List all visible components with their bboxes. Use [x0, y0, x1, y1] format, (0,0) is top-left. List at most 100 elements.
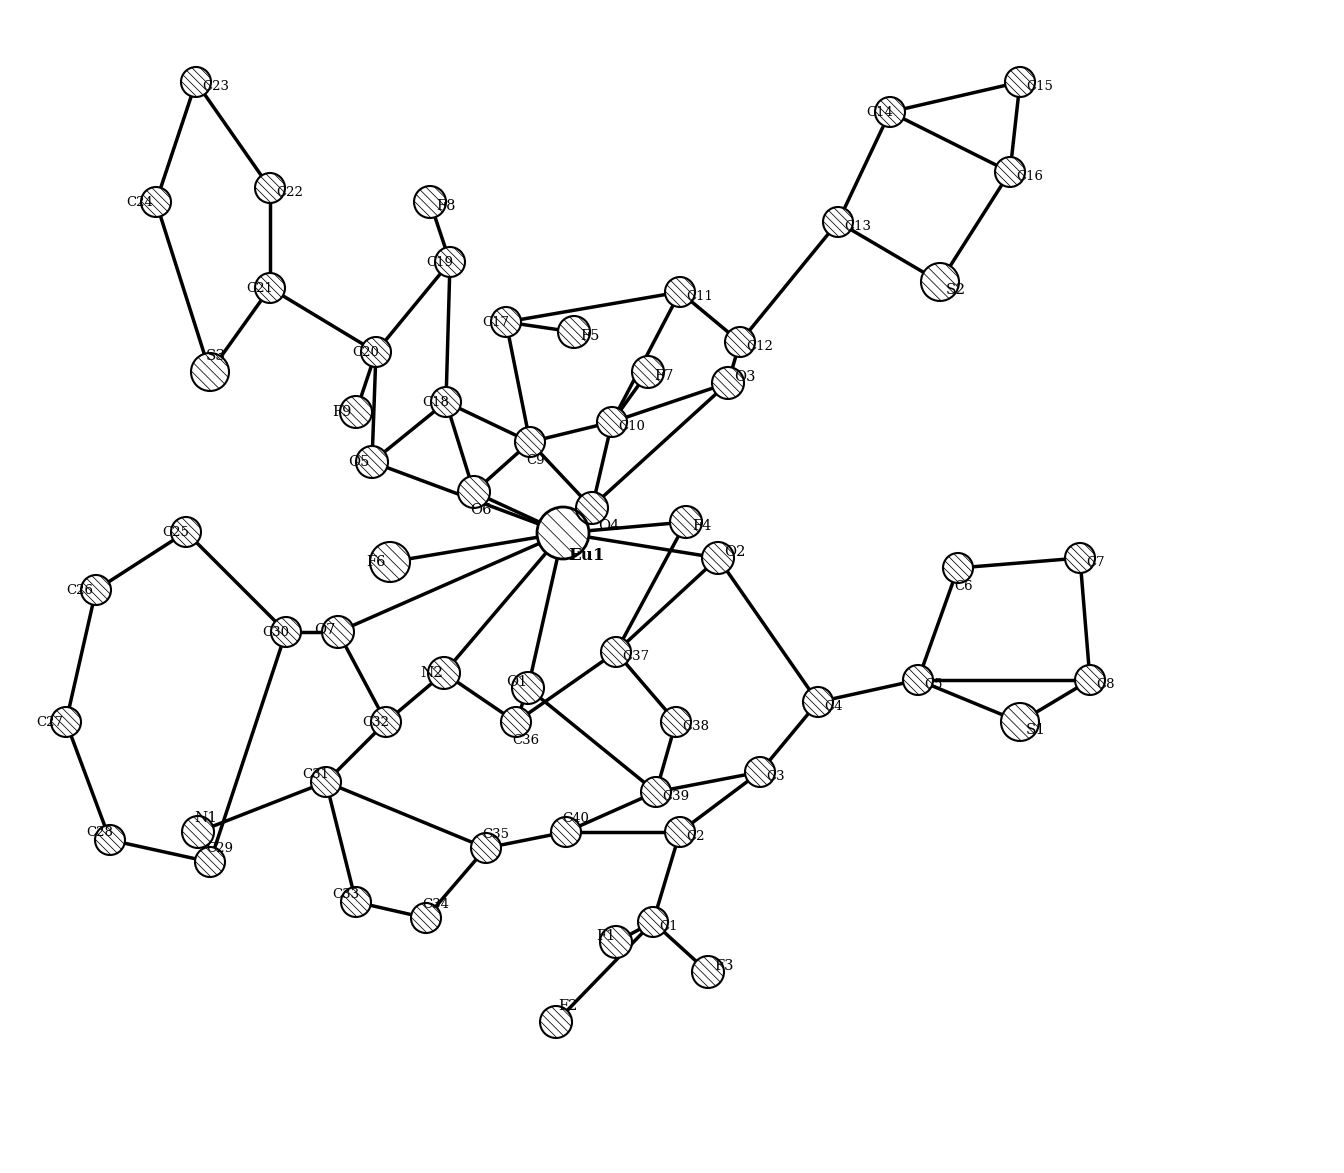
Text: F9: F9: [332, 405, 351, 419]
Text: C15: C15: [1025, 80, 1052, 93]
Circle shape: [414, 187, 446, 218]
Text: C12: C12: [746, 339, 773, 353]
Text: C9: C9: [526, 454, 544, 467]
Circle shape: [551, 818, 581, 847]
Circle shape: [641, 777, 671, 807]
Text: O1: O1: [505, 674, 527, 689]
Text: C7: C7: [1086, 556, 1105, 569]
Circle shape: [371, 707, 401, 737]
Circle shape: [310, 767, 341, 796]
Text: C35: C35: [482, 827, 509, 841]
Circle shape: [921, 263, 960, 301]
Circle shape: [512, 672, 544, 704]
Text: C25: C25: [163, 526, 190, 538]
Circle shape: [540, 1006, 573, 1038]
Circle shape: [141, 187, 171, 217]
Text: F5: F5: [581, 328, 599, 343]
Circle shape: [903, 665, 933, 694]
Circle shape: [597, 407, 628, 438]
Circle shape: [341, 887, 371, 917]
Circle shape: [632, 355, 664, 388]
Circle shape: [665, 818, 695, 847]
Circle shape: [340, 396, 372, 428]
Text: C3: C3: [766, 769, 785, 782]
Text: N1: N1: [194, 811, 216, 825]
Text: O6: O6: [470, 503, 492, 517]
Text: C28: C28: [86, 826, 113, 839]
Circle shape: [702, 542, 734, 574]
Circle shape: [255, 273, 285, 303]
Text: C1: C1: [659, 920, 677, 933]
Circle shape: [362, 337, 391, 367]
Text: Eu1: Eu1: [569, 547, 605, 563]
Circle shape: [1001, 703, 1039, 741]
Text: C22: C22: [276, 185, 302, 198]
Text: O4: O4: [598, 518, 620, 533]
Circle shape: [271, 617, 301, 647]
Circle shape: [712, 367, 745, 399]
Text: C20: C20: [352, 346, 379, 359]
Circle shape: [95, 825, 125, 855]
Circle shape: [802, 687, 833, 717]
Circle shape: [515, 427, 546, 457]
Circle shape: [191, 353, 228, 391]
Circle shape: [181, 816, 214, 848]
Text: C27: C27: [36, 716, 63, 728]
Text: C21: C21: [246, 282, 273, 294]
Circle shape: [181, 67, 211, 97]
Circle shape: [427, 657, 460, 689]
Text: F7: F7: [655, 369, 673, 384]
Circle shape: [724, 327, 755, 357]
Circle shape: [501, 707, 531, 737]
Text: F1: F1: [595, 929, 616, 943]
Text: C10: C10: [618, 420, 645, 433]
Text: S3: S3: [206, 350, 226, 362]
Circle shape: [661, 707, 691, 737]
Text: C6: C6: [954, 579, 973, 592]
Text: C23: C23: [202, 80, 228, 93]
Text: C36: C36: [512, 733, 539, 746]
Text: O3: O3: [734, 369, 755, 384]
Text: O2: O2: [724, 545, 746, 560]
Text: C18: C18: [422, 395, 449, 408]
Text: C39: C39: [663, 789, 689, 802]
Circle shape: [470, 833, 501, 863]
Text: S1: S1: [1025, 723, 1046, 737]
Circle shape: [538, 507, 589, 560]
Text: C13: C13: [844, 219, 871, 232]
Circle shape: [577, 491, 607, 524]
Circle shape: [692, 956, 724, 988]
Text: C16: C16: [1016, 170, 1043, 183]
Text: O7: O7: [314, 623, 336, 637]
Text: C33: C33: [332, 888, 359, 901]
Circle shape: [431, 387, 461, 416]
Circle shape: [1005, 67, 1035, 97]
Text: C24: C24: [126, 196, 153, 209]
Text: F2: F2: [558, 999, 578, 1013]
Circle shape: [255, 172, 285, 203]
Text: C29: C29: [206, 841, 233, 854]
Text: F4: F4: [692, 518, 711, 533]
Circle shape: [665, 277, 695, 307]
Circle shape: [171, 517, 202, 547]
Text: C31: C31: [302, 767, 329, 780]
Circle shape: [411, 903, 441, 933]
Text: C8: C8: [1095, 678, 1114, 691]
Text: C19: C19: [426, 256, 453, 269]
Text: C40: C40: [562, 812, 589, 825]
Circle shape: [491, 307, 521, 337]
Circle shape: [638, 907, 668, 937]
Circle shape: [81, 575, 112, 605]
Circle shape: [323, 616, 353, 647]
Text: F3: F3: [714, 960, 734, 972]
Circle shape: [370, 542, 410, 582]
Text: C37: C37: [622, 650, 649, 663]
Circle shape: [356, 446, 388, 479]
Circle shape: [1075, 665, 1105, 694]
Text: O5: O5: [348, 455, 370, 469]
Circle shape: [435, 248, 465, 277]
Circle shape: [823, 206, 853, 237]
Text: C14: C14: [866, 106, 892, 118]
Text: C5: C5: [925, 678, 942, 691]
Circle shape: [558, 316, 590, 348]
